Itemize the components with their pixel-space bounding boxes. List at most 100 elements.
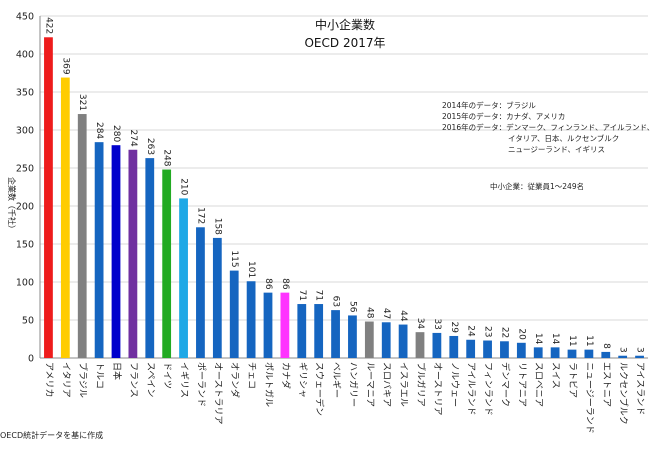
bar: [550, 347, 560, 358]
category-label: スウェーデン: [314, 362, 326, 416]
y-tick-label: 100: [16, 278, 34, 289]
category-label: ルーマニア: [364, 362, 374, 407]
y-tick-label: 300: [16, 126, 34, 137]
category-label: 日本: [111, 362, 123, 380]
data-label: 86: [263, 278, 273, 290]
category-label: ポーランド: [195, 362, 206, 407]
data-label: 274: [128, 130, 138, 147]
data-label: 71: [297, 290, 307, 301]
bar: [635, 355, 644, 358]
bar: [331, 310, 340, 358]
category-label: イスラエル: [398, 362, 409, 407]
category-label: ルクセンブルク: [618, 362, 630, 425]
gridlines: [40, 15, 648, 359]
category-label: エストニア: [601, 362, 611, 407]
bar: [364, 321, 374, 358]
data-label: 33: [432, 318, 442, 329]
y-tick-label: 150: [16, 240, 34, 251]
bar: [618, 355, 628, 358]
note-line-1: 2014年のデータ：ブラジル: [442, 100, 536, 110]
category-label: イギリス: [179, 362, 190, 398]
data-label: 11: [567, 335, 577, 346]
data-label: 115: [229, 250, 239, 267]
bar: [280, 292, 290, 358]
category-label: カナダ: [280, 362, 292, 389]
y-tick-label: 50: [22, 316, 34, 327]
category-label: トルコ: [94, 362, 104, 389]
bar: [516, 342, 526, 358]
bar: [196, 227, 205, 358]
bar: [483, 340, 492, 358]
data-label: 3: [618, 347, 628, 353]
bar: [60, 77, 70, 358]
data-label: 321: [77, 94, 87, 111]
category-label: フィンランド: [483, 362, 494, 416]
data-label: 172: [195, 207, 205, 224]
y-tick-label: 0: [28, 354, 34, 365]
data-label: 280: [111, 125, 121, 142]
bar: [500, 341, 509, 358]
y-tick-label: 400: [16, 50, 34, 61]
bar: [432, 332, 442, 358]
bar: [111, 145, 121, 358]
y-axis: 0 50 100 150 200 250 300 350 400 450: [16, 12, 41, 365]
bar: [246, 281, 256, 358]
category-label: オランダ: [229, 362, 241, 398]
bar: [229, 270, 239, 358]
data-label: 86: [280, 278, 290, 290]
category-label: ギリシャ: [297, 362, 308, 398]
category-label: ハンガリー: [347, 362, 358, 407]
data-label: 210: [179, 178, 189, 195]
chart-subtitle: OECD 2017年: [304, 36, 385, 50]
category-label: アイルランド: [466, 362, 477, 416]
category-label: イタリア: [60, 362, 71, 398]
category-label: チェコ: [246, 362, 257, 389]
data-label: 47: [381, 308, 391, 319]
data-label: 24: [466, 325, 476, 337]
data-label: 248: [162, 149, 172, 166]
bar: [263, 292, 273, 358]
bar: [145, 158, 155, 358]
bar: [314, 304, 324, 358]
data-label: 8: [601, 343, 611, 349]
bar: [179, 198, 188, 358]
data-label: 101: [246, 261, 256, 278]
note-line-2: 2015年のデータ：カナダ、アメリカ: [442, 111, 565, 121]
bar: [297, 304, 307, 358]
category-label: アメリカ: [43, 362, 54, 398]
data-label: 44: [398, 310, 408, 322]
bar: [77, 114, 87, 358]
bar: [533, 347, 543, 358]
bar: [348, 315, 357, 358]
bar: [212, 237, 222, 358]
data-label: 158: [212, 218, 222, 235]
category-label: ベルギー: [331, 362, 342, 398]
category-label: スロバキア: [381, 362, 392, 407]
category-label: ニュージーランド: [584, 362, 595, 434]
note-line-4: イタリア、日本、ルクセンブルク: [508, 133, 619, 143]
data-label: 22: [499, 327, 509, 338]
data-label: 63: [331, 296, 341, 307]
category-label: アイスランド: [635, 362, 646, 415]
note-line-5: ニュージーランド、イギリス: [508, 145, 605, 154]
category-label: ドイツ: [162, 362, 172, 389]
data-label: 11: [584, 335, 594, 346]
y-tick-label: 350: [16, 88, 34, 99]
bar: [162, 169, 172, 358]
data-label: 369: [60, 57, 70, 74]
category-label: デンマーク: [499, 362, 511, 407]
data-label: 23: [483, 326, 493, 337]
category-label: ラトビア: [567, 362, 578, 398]
bars: [44, 37, 644, 358]
data-label: 284: [94, 122, 104, 139]
sme-definition: 中小企業：従業員1〜249名: [490, 181, 584, 191]
bar: [128, 149, 138, 358]
category-label: スイス: [550, 362, 560, 389]
source-note: OECD統計データを基に作成: [0, 430, 103, 440]
data-label: 29: [449, 322, 459, 334]
y-tick-label: 200: [16, 202, 34, 213]
y-axis-label: 企業数（千社）: [7, 177, 17, 233]
data-label: 422: [43, 17, 53, 34]
y-tick-label: 450: [16, 12, 34, 23]
